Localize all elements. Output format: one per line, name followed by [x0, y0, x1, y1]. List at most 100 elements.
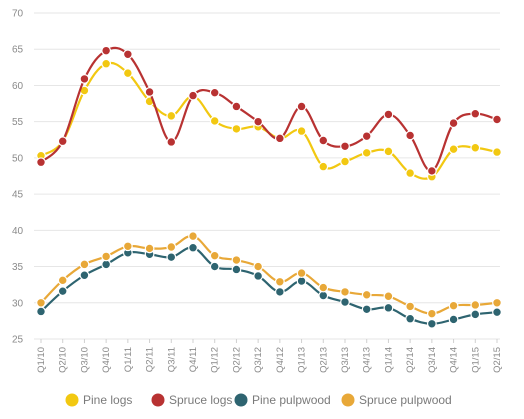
data-point[interactable] [166, 137, 177, 147]
data-point[interactable] [492, 147, 502, 157]
x-axis-ticks: Q1/10 Q2/10 Q3/10 Q4/10 Q1/11 Q2/11 Q3/11 Q4/11… [36, 339, 503, 373]
data-point[interactable] [231, 124, 242, 134]
legend-swatch [341, 393, 355, 407]
data-point[interactable] [361, 304, 372, 315]
data-point[interactable] [340, 156, 350, 167]
data-point[interactable] [470, 142, 481, 153]
x-tick-label: Q1/15 [470, 347, 481, 373]
data-point[interactable] [101, 45, 112, 56]
data-point[interactable] [274, 287, 285, 297]
data-point[interactable] [231, 101, 242, 112]
data-point[interactable] [57, 286, 68, 297]
data-point[interactable] [209, 87, 220, 98]
data-point[interactable] [448, 314, 459, 325]
data-point[interactable] [492, 297, 502, 308]
data-point[interactable] [318, 290, 329, 301]
data-point[interactable] [470, 300, 481, 310]
data-point[interactable] [383, 146, 394, 157]
legend-label: Pine pulpwood [252, 393, 331, 407]
data-point[interactable] [101, 58, 112, 69]
data-point[interactable] [448, 118, 459, 129]
data-point[interactable] [340, 297, 350, 307]
data-point[interactable] [209, 261, 220, 272]
data-point[interactable] [426, 308, 437, 319]
legend-item-spruce-pulpwood[interactable]: Spruce pulpwood [341, 393, 452, 407]
x-tick-label: Q2/14 [405, 347, 416, 373]
x-tick-label: Q3/12 [253, 347, 264, 373]
legend-item-spruce-logs[interactable]: Spruce logs [151, 393, 233, 407]
series-pine-logs [36, 58, 502, 182]
data-point[interactable] [274, 276, 285, 287]
data-point[interactable] [383, 291, 394, 302]
data-point[interactable] [36, 157, 46, 168]
data-point[interactable] [296, 101, 307, 112]
data-point[interactable] [209, 250, 220, 261]
data-point[interactable] [340, 141, 350, 152]
data-point[interactable] [253, 271, 264, 281]
data-point[interactable] [166, 252, 177, 263]
data-point[interactable] [274, 133, 285, 144]
legend-item-pine-logs[interactable]: Pine logs [65, 393, 133, 407]
legend-item-pine-pulpwood[interactable]: Pine pulpwood [234, 393, 331, 407]
data-point[interactable] [188, 90, 198, 101]
data-point[interactable] [426, 318, 437, 329]
data-point[interactable] [492, 114, 502, 125]
data-point[interactable] [253, 261, 264, 272]
data-point[interactable] [79, 74, 90, 84]
data-point[interactable] [405, 301, 416, 312]
data-point[interactable] [296, 268, 307, 278]
data-point[interactable] [361, 147, 372, 158]
data-point[interactable] [231, 264, 242, 275]
data-point[interactable] [318, 282, 329, 293]
data-point[interactable] [57, 136, 68, 147]
legend-swatch [151, 393, 165, 407]
data-point[interactable] [122, 68, 133, 79]
data-point[interactable] [144, 87, 155, 97]
data-point[interactable] [36, 297, 46, 308]
data-point[interactable] [231, 255, 242, 265]
data-point[interactable] [448, 144, 459, 155]
data-point[interactable] [188, 231, 198, 242]
series-line-pine-pulpwood [40, 246, 498, 325]
y-tick-label: 60 [12, 81, 24, 92]
data-point[interactable] [383, 302, 394, 313]
data-point[interactable] [448, 300, 459, 311]
data-point[interactable] [36, 306, 46, 317]
data-point[interactable] [166, 110, 177, 121]
data-point[interactable] [470, 309, 481, 320]
data-point[interactable] [318, 161, 329, 172]
data-point[interactable] [122, 241, 133, 252]
data-point[interactable] [405, 130, 416, 141]
data-point[interactable] [79, 259, 90, 270]
data-point[interactable] [79, 270, 90, 281]
y-tick-label: 45 [12, 190, 24, 201]
data-point[interactable] [318, 135, 329, 146]
data-point[interactable] [361, 131, 372, 142]
data-point[interactable] [166, 242, 177, 252]
x-tick-label: Q2/12 [231, 347, 242, 373]
data-point[interactable] [405, 168, 416, 179]
data-point[interactable] [405, 313, 416, 324]
data-point[interactable] [492, 307, 502, 318]
y-tick-label: 35 [12, 262, 24, 273]
data-point[interactable] [383, 109, 394, 120]
data-point[interactable] [209, 116, 220, 126]
data-point[interactable] [122, 49, 133, 60]
data-point[interactable] [101, 251, 112, 262]
data-point[interactable] [144, 243, 155, 254]
data-point[interactable] [340, 287, 350, 297]
data-point[interactable] [253, 116, 264, 127]
data-point[interactable] [296, 126, 307, 136]
x-tick-label: Q3/13 [340, 347, 351, 373]
data-point[interactable] [57, 275, 68, 286]
data-point[interactable] [188, 242, 198, 253]
data-point[interactable] [470, 108, 481, 119]
data-point[interactable] [426, 166, 437, 176]
y-tick-label: 55 [12, 117, 24, 128]
data-point[interactable] [361, 289, 372, 300]
x-tick-label: Q2/15 [492, 347, 503, 373]
x-tick-label: Q3/10 [79, 347, 90, 373]
data-point[interactable] [101, 259, 112, 270]
x-tick-label: Q2/13 [318, 347, 329, 373]
data-point[interactable] [296, 276, 307, 286]
